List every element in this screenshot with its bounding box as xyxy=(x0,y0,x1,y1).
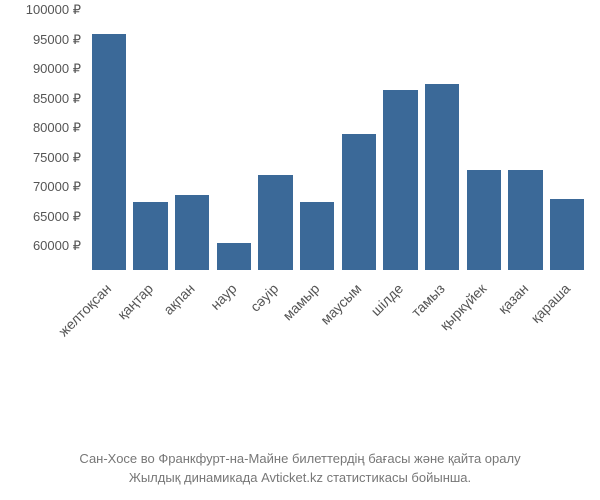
y-tick-label: 70000 ₽ xyxy=(33,179,81,195)
x-tick-label: қаңтар xyxy=(114,280,156,322)
x-tick-label: шілде xyxy=(368,280,407,319)
x-tick-label: тамыз xyxy=(408,280,448,320)
bar xyxy=(258,175,292,270)
chart-caption: Сан-Хосе во Франкфурт-на-Майне билеттерд… xyxy=(0,450,600,488)
y-tick-label: 95000 ₽ xyxy=(33,32,81,48)
y-tick-label: 90000 ₽ xyxy=(33,61,81,77)
bar xyxy=(175,195,209,270)
bar xyxy=(300,202,334,270)
bar-chart: 60000 ₽ 65000 ₽ 70000 ₽ 75000 ₽ 80000 ₽ 85000… xyxy=(10,10,590,430)
bar xyxy=(550,199,584,270)
y-axis: 60000 ₽ 65000 ₽ 70000 ₽ 75000 ₽ 80000 ₽ 85000… xyxy=(10,10,85,270)
x-tick-label: ақпан xyxy=(160,280,197,317)
x-tick-label: қазан xyxy=(495,280,532,317)
y-tick-label: 100000 ₽ xyxy=(26,2,81,18)
x-tick-label: мамыр xyxy=(280,280,323,323)
plot-area xyxy=(88,10,588,270)
bar xyxy=(342,134,376,270)
x-tick-label: маусым xyxy=(317,280,364,327)
y-tick-label: 85000 ₽ xyxy=(33,91,81,107)
bar xyxy=(133,202,167,270)
bar xyxy=(383,90,417,270)
y-tick-label: 60000 ₽ xyxy=(33,238,81,254)
y-tick-label: 80000 ₽ xyxy=(33,120,81,136)
bar xyxy=(217,243,251,270)
y-tick-label: 75000 ₽ xyxy=(33,150,81,166)
x-tick-label: қараша xyxy=(527,280,573,326)
bar xyxy=(425,84,459,270)
bar xyxy=(92,34,126,270)
bar xyxy=(467,170,501,270)
caption-line-1: Сан-Хосе во Франкфурт-на-Майне билеттерд… xyxy=(0,450,600,469)
x-tick-label: сәуір xyxy=(247,280,281,314)
x-tick-label: наур xyxy=(207,280,240,313)
x-axis: желтоқсанқаңтарақпаннаурсәуірмамырмаусым… xyxy=(88,272,588,422)
bar xyxy=(508,170,542,270)
y-tick-label: 65000 ₽ xyxy=(33,209,81,225)
caption-line-2: Жылдық динамикада Avticket.kz статистика… xyxy=(0,469,600,488)
x-tick-label: желтоқсан xyxy=(55,280,114,339)
